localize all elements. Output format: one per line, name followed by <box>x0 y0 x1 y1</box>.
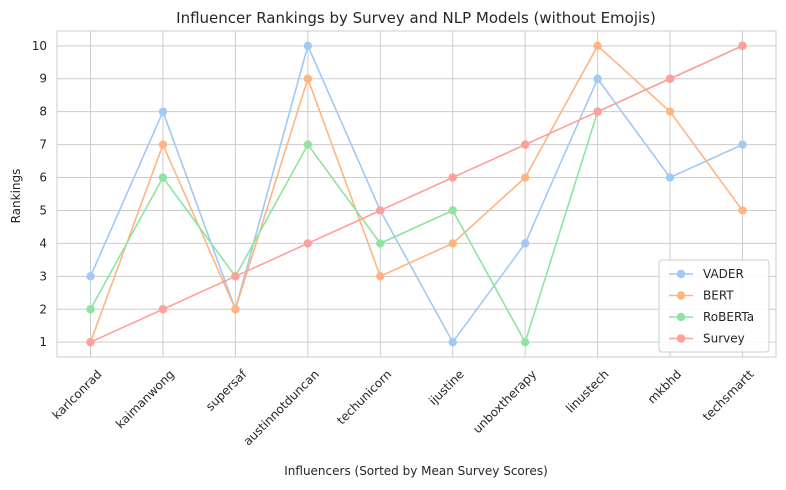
y-tick-label: 10 <box>32 39 47 53</box>
x-tick-label: ijustine <box>426 367 467 408</box>
data-point <box>376 206 385 215</box>
data-point <box>593 74 602 83</box>
data-point <box>448 337 457 347</box>
legend-box <box>658 259 770 353</box>
x-tick-label: techunicorn <box>334 367 394 427</box>
legend-item-bert: BERT <box>669 289 734 303</box>
y-tick-label: 5 <box>39 203 47 217</box>
data-point <box>86 337 95 347</box>
legend-label: Survey <box>703 332 745 346</box>
data-point <box>86 305 95 314</box>
x-tick-label: linustech <box>563 367 611 415</box>
y-tick-label: 3 <box>39 269 47 283</box>
legend: VADER BERT RoBERTa Survey <box>658 259 770 353</box>
data-point <box>520 173 530 182</box>
x-tick-label: karlconrad <box>50 367 105 422</box>
data-point <box>303 41 313 51</box>
data-point <box>520 140 530 149</box>
data-point <box>738 206 747 215</box>
data-point <box>231 272 240 281</box>
legend-marker <box>676 291 686 300</box>
data-point <box>593 107 602 116</box>
data-point <box>158 173 168 182</box>
legend-item-vader: VADER <box>669 267 744 281</box>
legend-item-roberta: RoBERTa <box>669 310 754 324</box>
data-point <box>231 305 240 314</box>
y-tick-label: 7 <box>39 138 47 152</box>
y-tick-label: 1 <box>39 335 47 349</box>
data-point <box>448 173 457 182</box>
x-tick-label: mkbhd <box>645 367 684 406</box>
x-tick-label: techsmartt <box>700 367 757 424</box>
x-axis-label: Influencers (Sorted by Mean Survey Score… <box>284 464 548 478</box>
data-point <box>738 41 747 51</box>
series-line-vader <box>89 43 743 344</box>
data-point <box>376 272 385 281</box>
data-point <box>158 107 168 116</box>
x-tick-label: kaimanwong <box>113 367 177 431</box>
legend-label: RoBERTa <box>703 310 754 324</box>
y-tick-label: 9 <box>39 72 47 86</box>
y-tick-label: 6 <box>39 171 47 185</box>
data-point <box>448 206 457 215</box>
data-point <box>158 305 168 314</box>
legend-marker <box>676 334 686 343</box>
data-point <box>665 74 675 83</box>
data-point <box>158 140 168 149</box>
plot-frame <box>56 30 777 358</box>
data-point <box>376 239 385 248</box>
x-tick-label: unboxtherapy <box>470 367 539 436</box>
data-point <box>86 272 95 281</box>
x-tick-label: supersaf <box>203 367 250 414</box>
legend-label: VADER <box>703 267 744 281</box>
y-tick-label: 2 <box>39 302 47 316</box>
plot-area: 1 2 3 4 5 6 7 8 9 10 karlconrad kaimanwong supersafa… <box>32 30 777 448</box>
legend-label: BERT <box>703 289 734 303</box>
data-point <box>448 239 457 248</box>
series-survey <box>86 41 747 347</box>
x-tick-label: austinnotduncan <box>241 367 322 448</box>
legend-marker <box>676 312 686 322</box>
data-point <box>303 140 313 149</box>
y-axis-label: Rankings <box>9 169 23 224</box>
data-point <box>665 107 675 116</box>
data-point <box>593 41 602 51</box>
series-line-survey <box>90 45 743 343</box>
data-point <box>665 173 675 182</box>
chart-title: Influencer Rankings by Survey and NLP Mo… <box>176 9 656 27</box>
legend-marker <box>676 269 686 279</box>
y-tick-label: 4 <box>39 236 47 250</box>
legend-item-survey: Survey <box>669 332 745 346</box>
data-point <box>520 337 530 347</box>
data-point <box>303 239 313 248</box>
data-point <box>303 74 313 83</box>
data-point <box>738 140 747 149</box>
y-tick-label: 8 <box>39 105 47 119</box>
data-point <box>520 239 530 248</box>
